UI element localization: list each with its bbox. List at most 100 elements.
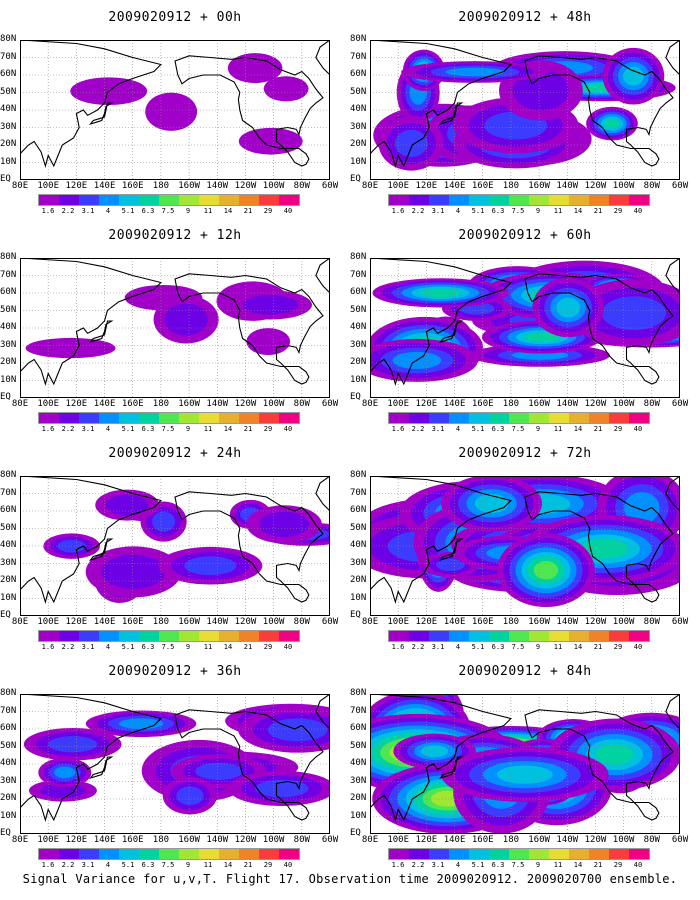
longitude-label: 160W bbox=[528, 617, 550, 627]
longitude-label: 80W bbox=[643, 181, 660, 191]
colorbar-swatch bbox=[589, 413, 609, 423]
variance-contour bbox=[595, 744, 634, 765]
colorbar-swatch bbox=[139, 413, 159, 423]
colorbar-label: 4 bbox=[455, 425, 461, 433]
colorbar-label: 4 bbox=[455, 643, 461, 651]
variance-contour bbox=[420, 745, 449, 758]
colorbar-swatch bbox=[449, 195, 469, 205]
colorbar bbox=[38, 630, 300, 642]
latitude-label: EQ bbox=[0, 610, 11, 620]
colorbar-label: 3.1 bbox=[431, 861, 445, 869]
colorbar-label: 3.1 bbox=[81, 861, 95, 869]
latitude-label: 60N bbox=[350, 505, 367, 515]
colorbar-label: 14 bbox=[573, 425, 583, 433]
map-panel: 2009020912 + 36h 80N 70N 60N 50N 40N 30N 20N 10N… bbox=[0, 654, 358, 872]
colorbar-swatch bbox=[79, 195, 99, 205]
variance-map bbox=[19, 692, 358, 834]
colorbar-swatch bbox=[569, 631, 589, 641]
colorbar-label: 14 bbox=[573, 643, 583, 651]
colorbar-label: 11 bbox=[553, 643, 563, 651]
longitude-label: 140W bbox=[556, 181, 579, 191]
colorbar-label: 4 bbox=[455, 861, 461, 869]
colorbar-label: 7.5 bbox=[511, 207, 525, 215]
colorbar-label: 14 bbox=[223, 861, 233, 869]
longitude-label: 100W bbox=[612, 835, 635, 845]
longitude-label: 80W bbox=[643, 835, 660, 845]
asia-coastline bbox=[369, 257, 512, 386]
map-frame bbox=[370, 40, 680, 180]
colorbar-swatch bbox=[99, 413, 119, 423]
colorbar-label: 40 bbox=[633, 861, 643, 869]
latitude-label: 10N bbox=[350, 156, 367, 167]
colorbar-label: 11 bbox=[203, 425, 213, 433]
colorbar-label: 1.6 bbox=[41, 207, 55, 215]
longitude-label: 160E bbox=[121, 399, 144, 409]
colorbar-swatch bbox=[549, 849, 569, 859]
colorbar-swatch bbox=[389, 413, 409, 423]
colorbar-label: 7.5 bbox=[511, 643, 525, 651]
colorbar-swatch bbox=[179, 195, 199, 205]
greenland-coastline bbox=[665, 38, 681, 77]
latitude-label: 40N bbox=[0, 758, 17, 768]
longitude-label: 120W bbox=[234, 617, 257, 627]
longitude-label: 80W bbox=[293, 181, 310, 191]
latitude-label: 10N bbox=[350, 374, 367, 385]
colorbar-label: 11 bbox=[553, 425, 563, 433]
longitude-label: 80E bbox=[361, 617, 379, 627]
latitude-label: 70N bbox=[0, 51, 17, 62]
variance-contour bbox=[152, 511, 176, 532]
latitude-label: 80N bbox=[350, 470, 367, 480]
variance-contour bbox=[48, 736, 98, 753]
latitude-label: 10N bbox=[0, 156, 17, 167]
latitude-label: 10N bbox=[0, 374, 17, 385]
map-frame bbox=[370, 694, 680, 834]
longitude-label: 120E bbox=[65, 835, 88, 845]
map-panel: 2009020912 + 48h 80N 70N 60N 50N 40N 30N 20N 10N… bbox=[350, 0, 700, 218]
longitude-label: 80W bbox=[293, 399, 310, 409]
japan-coastline bbox=[88, 102, 114, 126]
panel-title: 2009020912 + 84h bbox=[458, 664, 592, 679]
colorbar-label: 2.2 bbox=[61, 643, 75, 651]
colorbar-swatch bbox=[239, 413, 259, 423]
variance-contour bbox=[255, 779, 309, 798]
japan-coastline bbox=[88, 756, 114, 780]
longitude-label: 140E bbox=[443, 617, 466, 627]
map-area: 80N 70N 60N 50N 40N 30N 20N 10N EQ 80E 100E 120E 140… bbox=[0, 252, 338, 409]
colorbar-swatch bbox=[79, 849, 99, 859]
colorbar-label: 6.3 bbox=[491, 861, 505, 869]
latitude-label: 20N bbox=[350, 793, 367, 803]
colorbar-swatch bbox=[409, 849, 429, 859]
longitude-label: 180 bbox=[152, 399, 170, 409]
longitude-label: 100W bbox=[612, 399, 635, 409]
greenland-coastline bbox=[315, 256, 331, 295]
variance-contour bbox=[445, 67, 505, 77]
variance-contour bbox=[246, 328, 291, 356]
colorbar-swatch bbox=[219, 195, 239, 205]
colorbar-swatch bbox=[509, 849, 529, 859]
latitude-label: 80N bbox=[350, 34, 367, 44]
longitude-label: 120E bbox=[65, 181, 88, 191]
colorbar-label: 29 bbox=[263, 207, 273, 215]
longitude-label: 100W bbox=[612, 181, 635, 191]
longitude-label: 180 bbox=[502, 617, 520, 627]
colorbar-label: 29 bbox=[263, 425, 273, 433]
north-america-coastline bbox=[524, 491, 674, 603]
longitude-label: 180 bbox=[152, 617, 170, 627]
map-panel: 2009020912 + 72h 80N 70N 60N 50N 40N 30N 20N 10N… bbox=[349, 436, 700, 654]
colorbar-label: 4 bbox=[105, 425, 111, 433]
colorbar-label: 21 bbox=[593, 425, 603, 433]
latitude-label: 10N bbox=[350, 810, 367, 821]
latitude-label: 40N bbox=[0, 104, 17, 114]
latitude-label: 40N bbox=[0, 540, 17, 550]
longitude-label: 100W bbox=[612, 617, 635, 627]
variance-contour bbox=[604, 118, 620, 129]
asia-coastline bbox=[19, 475, 162, 604]
colorbar-swatch bbox=[279, 631, 299, 641]
colorbar-swatch bbox=[529, 849, 549, 859]
panel-title: 2009020912 + 24h bbox=[108, 446, 242, 461]
colorbar-swatch bbox=[99, 849, 119, 859]
colorbar-label: 9 bbox=[185, 425, 191, 433]
latitude-label: 80N bbox=[350, 252, 367, 262]
latitude-label: 50N bbox=[0, 86, 17, 97]
longitude-label: 160W bbox=[178, 617, 200, 627]
